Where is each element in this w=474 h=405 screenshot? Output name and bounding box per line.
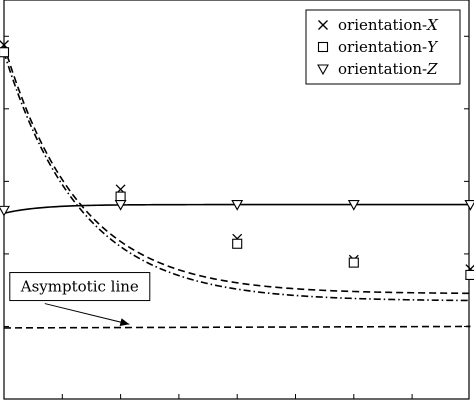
marker-triangle (347, 200, 360, 211)
data-point-orientation-Y (232, 238, 243, 249)
annotation-arrow-head (119, 318, 130, 327)
series-markers (0, 40, 474, 280)
data-point-orientation-Y (465, 269, 474, 280)
data-point-orientation-Z (231, 200, 244, 211)
marker-triangle (114, 200, 127, 211)
data-point-orientation-Y (115, 191, 126, 202)
annotation-text: Asymptotic line (20, 278, 139, 296)
annotation-box (9, 272, 151, 302)
legend-label: orientation-Y (338, 38, 439, 56)
legend-label: orientation-X (338, 16, 439, 34)
data-point-orientation-Z (0, 205, 10, 217)
marker-stroke (318, 20, 328, 30)
legend-label: orientation-Z (338, 60, 438, 78)
annotation: Asymptotic line (9, 272, 151, 327)
data-point-orientation-Z (464, 200, 474, 211)
legend-marker (317, 41, 329, 53)
marker-triangle (0, 205, 10, 217)
marker-triangle (317, 64, 329, 76)
marker-triangle (464, 200, 474, 211)
series-line-orientation-Y (3, 51, 471, 302)
series-line-asymptotic-line (3, 325, 471, 329)
marker-square (232, 238, 243, 249)
data-point-orientation-Y (0, 47, 10, 58)
tick-marks (4, 35, 469, 400)
legend-marker (317, 64, 329, 76)
legend-box (305, 9, 461, 85)
marker-square (115, 191, 126, 202)
plot-frame (3, 0, 470, 400)
marker-triangle (231, 200, 244, 211)
data-point-orientation-Z (347, 200, 360, 211)
annotation-arrow-line (44, 303, 130, 325)
marker-square (0, 47, 10, 58)
marker-square (348, 257, 359, 268)
legend-marker (318, 20, 328, 30)
marker-square (317, 41, 329, 53)
data-point-orientation-Y (348, 257, 359, 268)
marker-square (465, 269, 474, 280)
data-point-orientation-Z (114, 200, 127, 211)
legend: orientation-X orientation-Y orientation-Z (305, 9, 461, 85)
